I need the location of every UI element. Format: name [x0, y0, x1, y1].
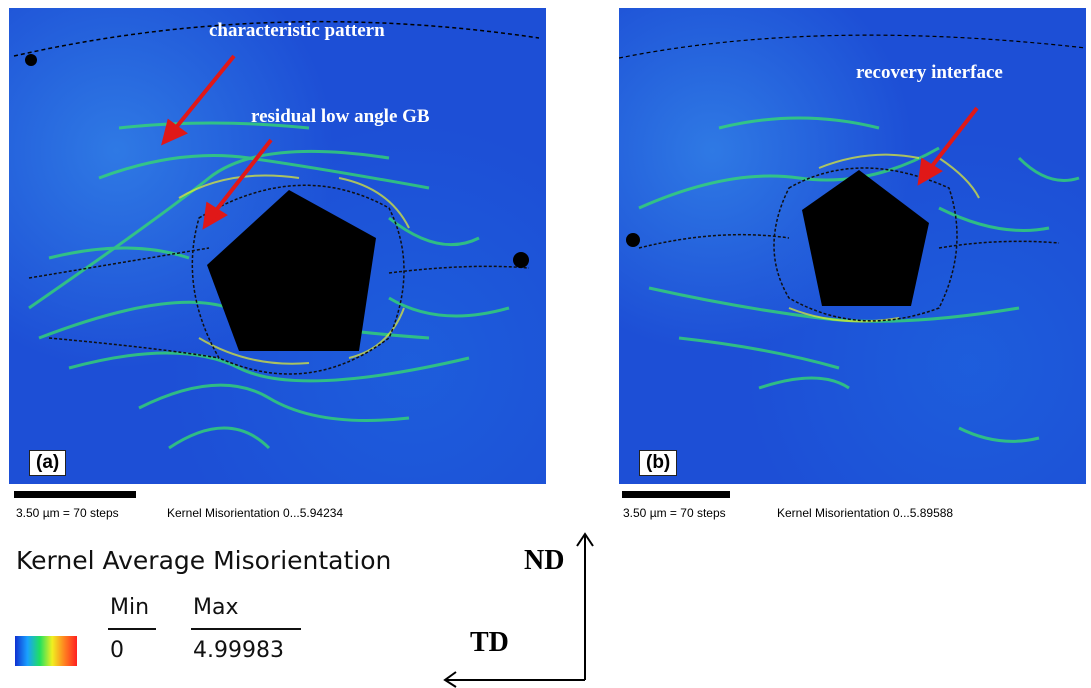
arrow-recovery	[927, 106, 979, 172]
legend-max-value: 4.99983	[193, 638, 284, 663]
annotation-residual-low-angle-gb: residual low angle GB	[251, 106, 430, 127]
scale-text-a: 3.50 µm = 70 steps	[16, 506, 119, 520]
legend-max-label: Max	[193, 595, 239, 620]
scale-text-b: 3.50 µm = 70 steps	[623, 506, 726, 520]
kam-map-panel-a: characteristic pattern residual low angl…	[9, 8, 546, 484]
legend-min-label: Min	[110, 595, 150, 620]
kam-map-a-graphic	[13, 20, 540, 450]
legend-min-underline	[108, 628, 156, 630]
legend-colorbar	[15, 636, 77, 666]
arrow-characteristic-head	[161, 118, 188, 146]
scale-bar-a	[14, 491, 136, 498]
high-strain-bands-a	[178, 174, 410, 365]
arrows-a	[161, 54, 273, 230]
panel-label-a: (a)	[29, 450, 67, 476]
high-strain-bands-b	[788, 153, 980, 323]
annotation-recovery-interface: recovery interface	[856, 62, 1003, 83]
kernel-range-a: Kernel Misorientation 0...5.94234	[167, 506, 344, 520]
legend-max-underline	[191, 628, 301, 630]
arrow-residual-head	[202, 201, 228, 230]
pentagonal-void-a	[207, 190, 376, 351]
panel-label-b: (b)	[639, 450, 678, 476]
arrow-residual	[212, 138, 273, 215]
legend-min-value: 0	[110, 638, 124, 663]
orientation-axes	[443, 532, 594, 688]
kernel-range-b: Kernel Misorientation 0...5.89588	[777, 506, 954, 520]
grain-boundaries-b	[638, 167, 1060, 322]
kam-map-panel-b: recovery interface (b)	[619, 8, 1086, 484]
grain-boundaries-a	[28, 184, 530, 375]
strain-bands-a	[28, 121, 510, 450]
arrow-characteristic	[172, 54, 236, 132]
td-axis-label: TD	[470, 627, 509, 658]
scale-bar-b	[622, 491, 730, 498]
nd-axis-label: ND	[524, 545, 565, 576]
legend-title: Kernel Average Misorientation	[16, 546, 392, 575]
arrow-recovery-head	[917, 157, 943, 186]
td-arrow-head	[443, 671, 457, 688]
kam-map-b-graphic	[619, 34, 1086, 443]
arrows-b	[917, 106, 979, 186]
nd-arrow-head	[576, 532, 594, 547]
annotation-characteristic-pattern: characteristic pattern	[209, 20, 385, 41]
pentagonal-void-b	[802, 170, 929, 306]
